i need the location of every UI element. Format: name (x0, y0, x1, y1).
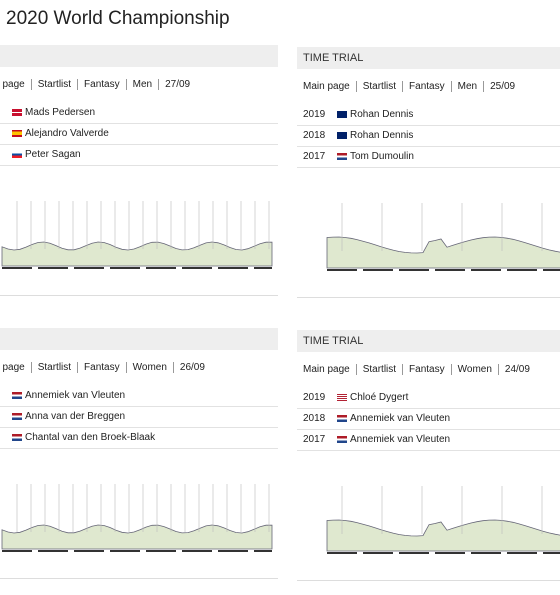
flag-icon (337, 415, 347, 422)
stage-profile (326, 203, 560, 271)
rider-name[interactable]: Peter Sagan (25, 149, 81, 160)
result-year: 2019 (303, 392, 326, 403)
profile-area (1, 524, 273, 550)
result-row: Peter Sagan (0, 145, 278, 166)
race-link[interactable]: Main page (303, 81, 350, 92)
result-row: Chantal van den Broek-Blaak (0, 428, 278, 449)
flag-icon (12, 151, 22, 158)
race-link[interactable]: Startlist (355, 364, 402, 375)
race-link[interactable]: 26/09 (172, 362, 211, 373)
result-row: 2019 Chloé Dygert (297, 388, 560, 409)
race-link[interactable]: Men (450, 81, 483, 92)
race-link[interactable]: Fantasy (77, 79, 126, 90)
rider-name[interactable]: Annemiek van Vleuten (350, 413, 451, 424)
race-link[interactable]: Women (450, 364, 498, 375)
rider-name[interactable]: Rohan Dennis (350, 109, 414, 120)
result-year: 2019 (303, 109, 326, 120)
race-links: Main page Startlist Fantasy Women 24/09 (303, 364, 536, 375)
race-link[interactable]: 27/09 (158, 79, 196, 90)
rider-name[interactable]: Rohan Dennis (350, 130, 414, 141)
result-row: 2018 Rohan Dennis (297, 126, 560, 147)
panel-header (0, 45, 278, 67)
race-link[interactable]: Startlist (355, 81, 402, 92)
stage-profile (326, 486, 560, 554)
rider-name[interactable]: Annemiek van Vleuten (25, 390, 126, 401)
result-row: Annemiek van Vleuten (0, 386, 278, 407)
flag-icon (337, 394, 347, 401)
result-row: 2017 Tom Dumoulin (297, 147, 560, 168)
result-year: 2018 (303, 130, 326, 141)
rider-name[interactable]: Alejandro Valverde (25, 128, 109, 139)
profile-area (1, 241, 273, 267)
race-link[interactable]: Main page (0, 79, 25, 90)
result-row: 2019 Rohan Dennis (297, 105, 560, 126)
flag-icon (337, 111, 347, 118)
race-link[interactable]: Women (125, 362, 173, 373)
result-row: Alejandro Valverde (0, 124, 278, 145)
profile-area (326, 519, 560, 552)
result-year: 2018 (303, 413, 326, 424)
result-row: 2017 Annemiek van Vleuten (297, 430, 560, 451)
result-row: Mads Pedersen (0, 103, 278, 124)
panel-header (0, 328, 278, 350)
rider-name[interactable]: Tom Dumoulin (350, 151, 414, 162)
rider-name[interactable]: Anna van der Breggen (25, 411, 126, 422)
race-link[interactable]: Men (125, 79, 158, 90)
rider-name[interactable]: Annemiek van Vleuten (350, 434, 451, 445)
flag-icon (12, 130, 22, 137)
flag-icon (12, 109, 22, 116)
flag-icon (337, 436, 347, 443)
race-link[interactable]: Main page (0, 362, 25, 373)
race-links: Main page Startlist Fantasy Men 25/09 (303, 81, 521, 92)
race-link[interactable]: Main page (303, 364, 350, 375)
race-link[interactable]: Fantasy (77, 362, 126, 373)
race-link[interactable]: 25/09 (483, 81, 521, 92)
result-row: Anna van der Breggen (0, 407, 278, 428)
panel-header: TIME TRIAL (297, 330, 560, 352)
rider-name[interactable]: Mads Pedersen (25, 107, 96, 118)
result-year: 2017 (303, 151, 326, 162)
race-link[interactable]: Startlist (30, 362, 77, 373)
race-panel: TIME TRIAL Main page Startlist Fantasy Women… (297, 330, 560, 581)
profile-area (326, 236, 560, 269)
race-link[interactable]: Startlist (30, 79, 77, 90)
flag-icon (337, 153, 347, 160)
race-link[interactable]: Fantasy (402, 364, 451, 375)
result-year: 2017 (303, 434, 326, 445)
flag-icon (12, 413, 22, 420)
race-link[interactable]: 24/09 (497, 364, 536, 375)
stage-profile (1, 484, 273, 552)
panel-header: TIME TRIAL (297, 47, 560, 69)
race-panel: TIME TRIAL Main page Startlist Fantasy Men 25… (297, 47, 560, 298)
stage-profile (1, 201, 273, 269)
flag-icon (337, 132, 347, 139)
flag-icon (12, 392, 22, 399)
rider-name[interactable]: Chloé Dygert (350, 392, 409, 403)
result-row: 2018 Annemiek van Vleuten (297, 409, 560, 430)
flag-icon (12, 434, 22, 441)
rider-name[interactable]: Chantal van den Broek-Blaak (25, 432, 156, 443)
page-title: 2020 World Championship (6, 8, 230, 29)
race-link[interactable]: Fantasy (402, 81, 451, 92)
